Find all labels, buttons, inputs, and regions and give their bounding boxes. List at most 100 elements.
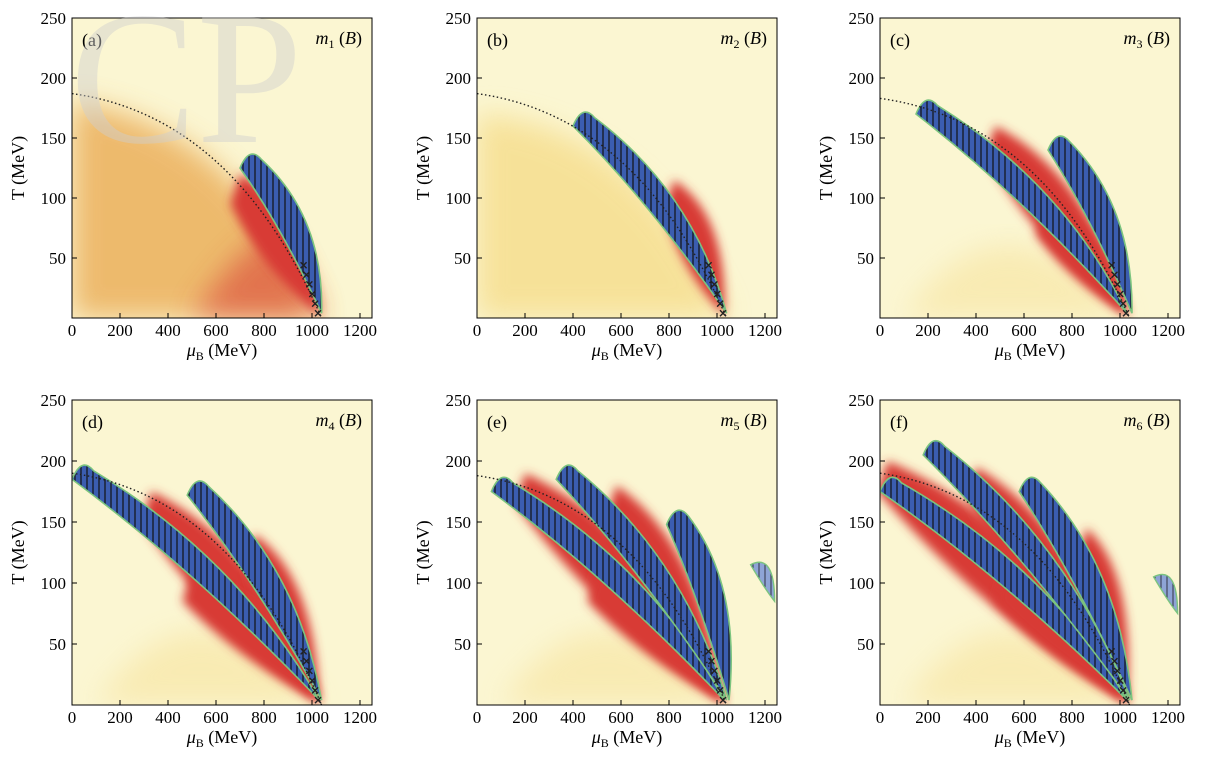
x-axis-label: μB (MeV) [186, 340, 258, 363]
panel-title: m4 (B) [316, 410, 363, 433]
title-subscript: 6 [1137, 419, 1143, 433]
x-label-symbol: μ [186, 727, 196, 747]
boundary-cross [308, 290, 316, 298]
y-tick-label: 150 [849, 513, 875, 532]
red-band-2 [587, 570, 725, 703]
x-label-suffix: (MeV) [609, 340, 662, 361]
warm-glow [501, 631, 727, 705]
title-suffix-open: ( [335, 410, 346, 431]
y-tick-label: 50 [49, 635, 66, 654]
title-suffix-var: B [750, 410, 761, 430]
plot-area [880, 400, 1180, 705]
x-axis-label: μB (MeV) [994, 340, 1066, 363]
boundary-cross [710, 280, 718, 288]
y-tick-label: 250 [849, 391, 875, 410]
boundary-cross [1122, 309, 1130, 317]
x-tick-label: 0 [876, 708, 885, 727]
x-label-suffix: (MeV) [204, 340, 257, 361]
phase-boundary-line [880, 97, 1131, 318]
plot-area [72, 400, 372, 705]
boundary-cross [707, 271, 715, 279]
y-tick-label: 100 [446, 189, 472, 208]
title-suffix-open: ( [740, 410, 751, 431]
boundary-cross [305, 667, 313, 675]
x-label-symbol: μ [186, 340, 196, 360]
plot-area [72, 18, 372, 318]
y-tick-label: 100 [849, 189, 875, 208]
x-tick-label: 800 [251, 708, 277, 727]
x-label-subscript: B [1004, 349, 1012, 363]
x-tick-label: 1000 [1103, 708, 1137, 727]
y-tick-label: 200 [849, 69, 875, 88]
x-tick-label: 800 [251, 321, 277, 340]
x-label-suffix: (MeV) [204, 727, 257, 748]
y-tick-label: 150 [446, 129, 472, 148]
y-tick-label: 250 [446, 391, 472, 410]
x-axis-label: μB (MeV) [186, 727, 258, 750]
x-label-subscript: B [601, 736, 609, 750]
x-label-symbol: μ [994, 340, 1004, 360]
x-tick-label: 800 [656, 321, 682, 340]
title-subscript: 5 [734, 419, 740, 433]
y-tick-label: 100 [446, 574, 472, 593]
x-label-symbol: μ [591, 727, 601, 747]
x-tick-label: 200 [512, 708, 538, 727]
extra-region-0 [1152, 573, 1179, 616]
x-label-suffix: (MeV) [1012, 727, 1065, 748]
x-label-subscript: B [601, 349, 609, 363]
y-tick-label: 150 [41, 129, 67, 148]
x-tick-label: 600 [203, 321, 229, 340]
x-tick-label: 1000 [295, 708, 329, 727]
boundary-cross [311, 686, 319, 694]
x-tick-label: 400 [155, 321, 181, 340]
warm-glow [96, 631, 322, 705]
x-axis-label: μB (MeV) [994, 727, 1066, 750]
boundary-cross [1116, 677, 1124, 685]
x-tick-label: 1200 [748, 321, 782, 340]
panel-e: 50 100 150 200 250 0 200 400 600 800 1000 1200 T (Me… [413, 391, 782, 750]
y-axis-label: T (MeV) [816, 136, 837, 200]
panel-b: 50 100 150 200 250 0 200 400 600 800 1000 1200 T (Me… [413, 9, 782, 363]
boundary-cross [314, 696, 322, 704]
title-suffix-open: ( [1143, 410, 1154, 431]
panel-label: (b) [487, 30, 508, 51]
red-band-2 [182, 570, 320, 703]
title-symbol: m [721, 410, 734, 430]
x-tick-label: 400 [560, 321, 586, 340]
y-axis-label: T (MeV) [413, 520, 434, 584]
x-tick-label: 400 [963, 321, 989, 340]
title-suffix-close: ) [356, 410, 362, 431]
x-tick-label: 200 [915, 321, 941, 340]
x-tick-label: 200 [915, 708, 941, 727]
x-tick-label: 0 [473, 708, 482, 727]
panel-a: 50 100 150 200 250 0 200 400 600 800 1000 1200 T (Me… [8, 9, 377, 363]
warm-glow [904, 631, 1130, 705]
x-axis-label: μB (MeV) [591, 727, 663, 750]
x-tick-label: 600 [1011, 708, 1037, 727]
boundary-cross [710, 667, 718, 675]
boundary-cross [705, 261, 713, 269]
x-tick-label: 800 [1059, 708, 1085, 727]
x-tick-label: 1000 [1103, 321, 1137, 340]
plot-frame [476, 399, 778, 706]
boundary-cross [1119, 686, 1127, 694]
plot-frame [71, 399, 373, 706]
title-symbol: m [316, 410, 329, 430]
blue-region-1 [1047, 135, 1133, 314]
title-symbol: m [721, 28, 734, 48]
boundary-cross [1113, 667, 1121, 675]
title-suffix-open: ( [1143, 28, 1154, 49]
x-label-symbol: μ [994, 727, 1004, 747]
blue-region-1 [555, 464, 728, 701]
blue-region-0 [915, 99, 1128, 314]
boundary-cross [1110, 657, 1118, 665]
plot-frame [476, 17, 778, 319]
title-suffix-var: B [1153, 410, 1164, 430]
blue-region-2 [665, 509, 733, 701]
plot-area [477, 400, 777, 705]
x-tick-label: 600 [608, 708, 634, 727]
title-suffix-var: B [345, 28, 356, 48]
panel-title: m1 (B) [316, 28, 363, 51]
y-tick-label: 150 [849, 129, 875, 148]
